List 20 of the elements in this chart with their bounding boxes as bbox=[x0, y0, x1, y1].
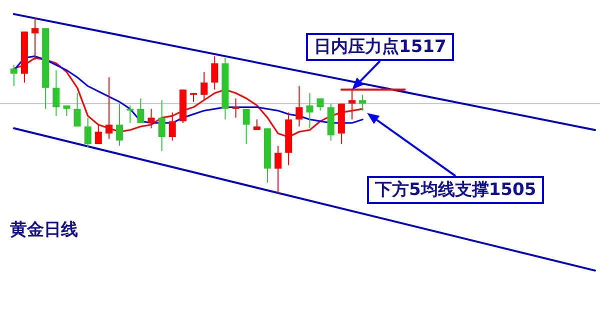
candlestick bbox=[52, 70, 60, 116]
candlestick bbox=[74, 92, 81, 127]
candlestick bbox=[84, 117, 92, 148]
candlestick bbox=[232, 98, 240, 118]
candlestick bbox=[296, 86, 303, 127]
candlestick bbox=[211, 56, 218, 90]
candlestick bbox=[274, 145, 282, 194]
candlestick bbox=[242, 108, 250, 145]
candlestick bbox=[10, 64, 18, 87]
candlestick bbox=[137, 98, 144, 124]
candlestick bbox=[306, 92, 314, 129]
candlestick bbox=[158, 100, 166, 152]
candlestick bbox=[116, 103, 124, 146]
candlestick bbox=[316, 98, 324, 112]
annotation: 日内压力点1517 bbox=[306, 33, 454, 61]
text: 黄金日线 bbox=[10, 219, 78, 241]
candlestick bbox=[200, 72, 208, 101]
candlestick bbox=[148, 108, 155, 129]
candlestick bbox=[359, 94, 366, 112]
annotation: 下方5均线支撑1505 bbox=[367, 176, 544, 204]
